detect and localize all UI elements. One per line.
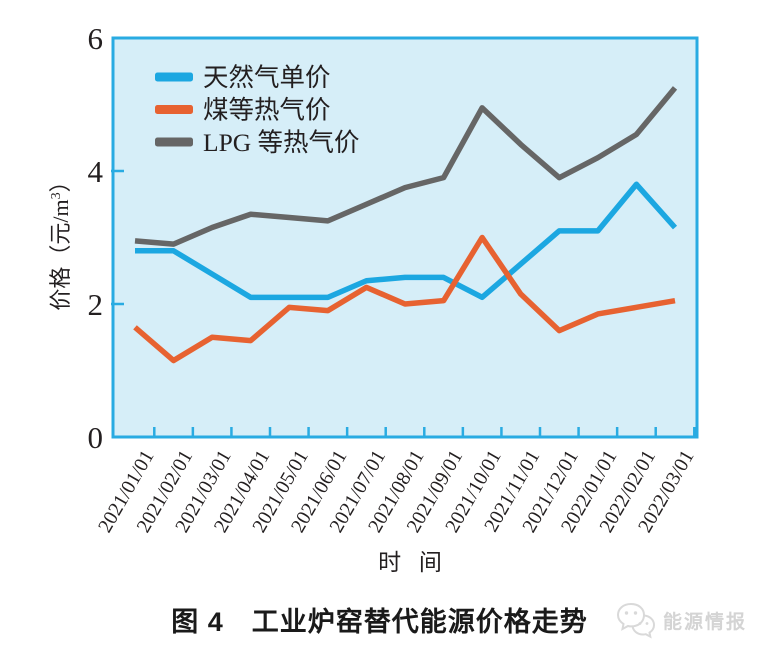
y-axis-tick-label: 2 bbox=[88, 287, 104, 322]
price-trend-chart: 02462021/01/012021/02/012021/03/012021/0… bbox=[48, 21, 699, 575]
legend-label-natural-gas: 天然气单价 bbox=[203, 63, 331, 92]
figure-caption: 图 4 工业炉窑替代能源价格走势 bbox=[171, 607, 588, 637]
chat-bubbles-icon bbox=[616, 602, 655, 639]
plot-frame bbox=[111, 36, 699, 439]
series-line-coal-heat-equivalent bbox=[133, 234, 676, 364]
y-axis-tick-label: 0 bbox=[88, 420, 104, 455]
legend-swatch-lpg-heat-equivalent bbox=[155, 137, 193, 147]
brand-name: 能源情报 bbox=[662, 611, 747, 633]
legend-swatch-coal-heat-equivalent bbox=[155, 105, 193, 114]
y-axis-title: 价格（元/m3） bbox=[48, 170, 73, 310]
legend-label-coal-heat-equivalent: 煤等热气价 bbox=[203, 96, 331, 125]
plot-area bbox=[113, 38, 697, 437]
brand-watermark: 能源情报 bbox=[615, 598, 747, 642]
legend-label-lpg-heat-equivalent: LPG 等热气价 bbox=[203, 128, 360, 157]
y-axis-tick-label: 4 bbox=[88, 154, 104, 189]
series-line-lpg-heat-equivalent bbox=[134, 86, 678, 247]
series-line-natural-gas bbox=[135, 181, 678, 301]
legend-swatch-natural-gas bbox=[155, 72, 193, 82]
x-axis-title: 时 间 bbox=[378, 550, 448, 575]
y-axis-tick-label: 6 bbox=[88, 21, 104, 56]
